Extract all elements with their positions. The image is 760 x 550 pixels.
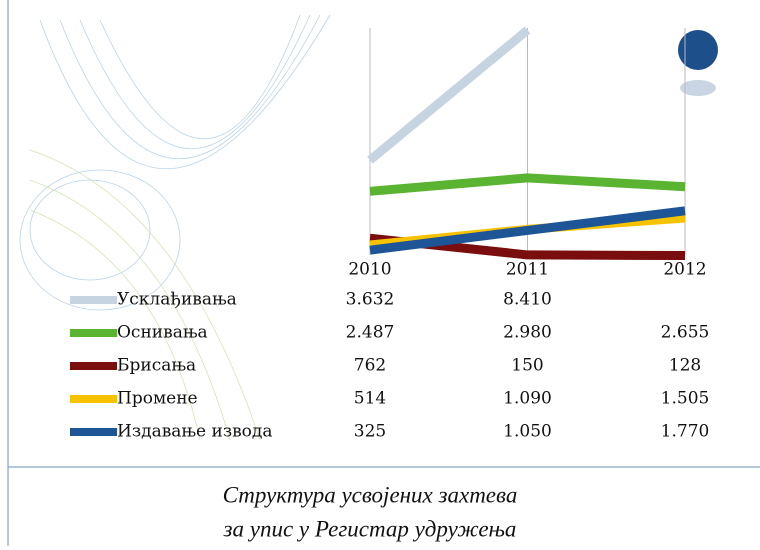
legend-label: Промене bbox=[117, 389, 198, 409]
value-label: 2.655 bbox=[661, 323, 710, 343]
logo-reflection bbox=[680, 80, 716, 96]
x-tick-label: 2010 bbox=[348, 260, 391, 280]
value-label: 150 bbox=[511, 356, 543, 376]
value-label: 2.980 bbox=[503, 323, 552, 343]
value-label: 1.505 bbox=[661, 389, 710, 409]
value-label: 325 bbox=[354, 422, 386, 442]
value-label: 8.410 bbox=[503, 290, 552, 310]
value-label: 3.632 bbox=[346, 290, 395, 310]
value-label: 1.050 bbox=[503, 422, 552, 442]
caption-line: за упис у Регистар удружења bbox=[223, 516, 517, 541]
legend-label: Издавање извода bbox=[117, 422, 273, 442]
x-tick-label: 2012 bbox=[663, 260, 706, 280]
series-line bbox=[369, 206, 686, 255]
value-label: 762 bbox=[354, 356, 386, 376]
series-line bbox=[367, 26, 531, 164]
series-line bbox=[369, 173, 686, 196]
logo bbox=[678, 30, 718, 70]
x-tick-label: 2011 bbox=[506, 260, 549, 280]
legend-label: Брисања bbox=[117, 356, 196, 376]
value-label: 1.770 bbox=[661, 422, 710, 442]
caption-line: Структура усвојених захтева bbox=[223, 482, 518, 507]
value-label: 514 bbox=[354, 389, 386, 409]
value-label: 128 bbox=[669, 356, 701, 376]
legend-label: Оснивања bbox=[117, 323, 208, 343]
value-label: 2.487 bbox=[346, 323, 395, 343]
decoration bbox=[19, 14, 331, 441]
value-label: 1.090 bbox=[503, 389, 552, 409]
legend-label: Усклађивања bbox=[117, 290, 237, 310]
